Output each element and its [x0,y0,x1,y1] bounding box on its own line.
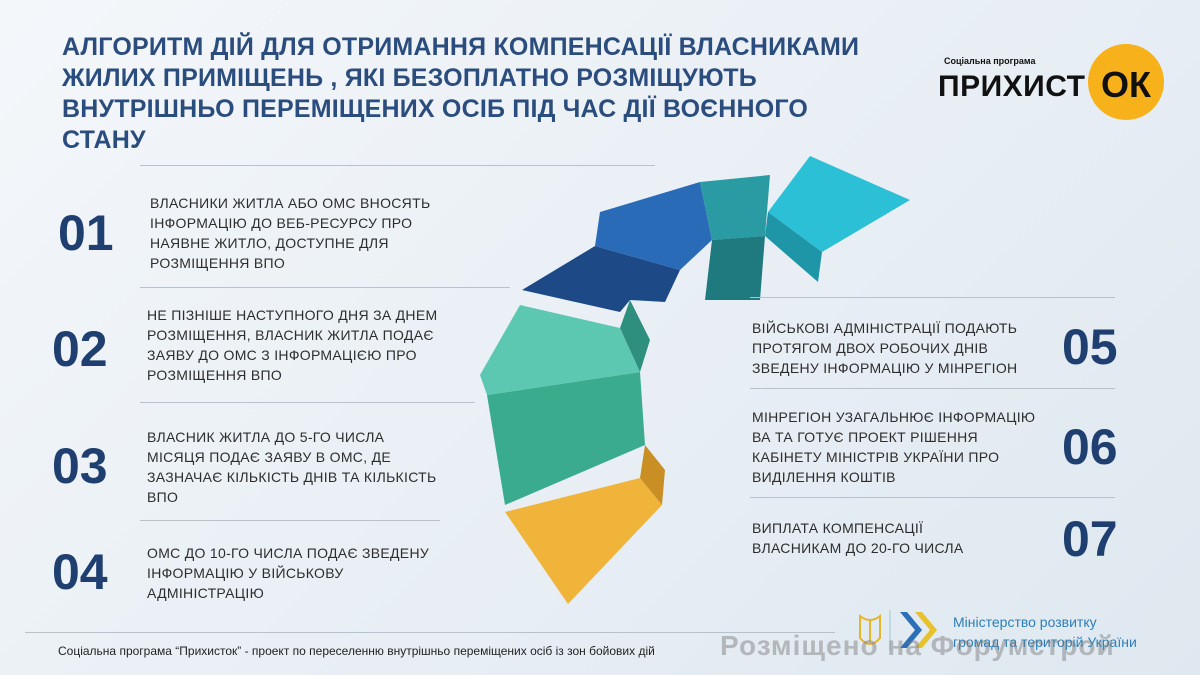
step-text: ОМС до 10-го числа подає зведену інформа… [147,545,430,601]
stair-step-3 [480,305,640,395]
step-number: 02 [52,321,108,377]
stair-step-3-side [620,300,650,372]
step-number: 01 [58,205,114,261]
step-number: 07 [1062,511,1118,567]
ministry-line2: громад та територій України [953,634,1137,650]
stair-step-6-side [705,236,765,300]
stair-step-5 [595,182,712,270]
step-text: Мінрегіон узагальнює інформацію ВА та го… [752,409,1036,485]
step-number: 04 [52,544,108,600]
ministry-logo: Міністерство розвитку громад та територі… [855,608,1175,652]
divider [140,287,510,288]
step-text: Виплата компенсації власникам до 20-го ч… [752,520,964,556]
step-number: 06 [1062,419,1118,475]
ministry-name: Міністерство розвитку громад та територі… [953,612,1137,652]
stair-step-7 [768,156,910,252]
logo-ok: ОК [1101,64,1151,105]
divider [140,520,440,521]
watermark: Розміщено на Форумстрой [720,630,1115,661]
step-text: Військові адміністрації подають протягом… [752,320,1018,376]
step-text: Власники житла або ОМС вносять інформаці… [150,195,431,271]
step-text: Не пізніше наступного дня за днем розміщ… [147,307,438,383]
logo-main: ПРИХИСТ [938,70,1086,103]
divider [750,497,1115,498]
divider [750,388,1115,389]
ministry-emblem-icon [859,610,937,650]
divider [140,165,655,166]
step-number: 05 [1062,319,1118,375]
stair-step-1 [505,478,662,604]
footer-note: Соціальна програма “Прихисток” - проект … [58,644,655,658]
divider [750,297,1115,298]
page-title: Алгоритм дій для отримання компенсації в… [62,33,860,154]
stair-step-7-side [765,212,822,282]
stair-step-4 [522,246,680,312]
step-number: 03 [52,438,108,494]
divider [140,402,475,403]
ministry-line1: Міністерство розвитку [953,614,1097,630]
prykhystok-logo: Соціальна програма ПРИХИСТ ОК [938,44,1168,124]
stair-step-2 [487,372,645,505]
divider [25,632,835,633]
logo-circle [1088,44,1164,120]
stair-step-1-side [640,445,665,505]
step-text: Власник житла до 5-го числа місяця подає… [147,429,437,505]
logo-subtitle: Соціальна програма [944,56,1036,66]
stair-step-6 [700,175,770,240]
